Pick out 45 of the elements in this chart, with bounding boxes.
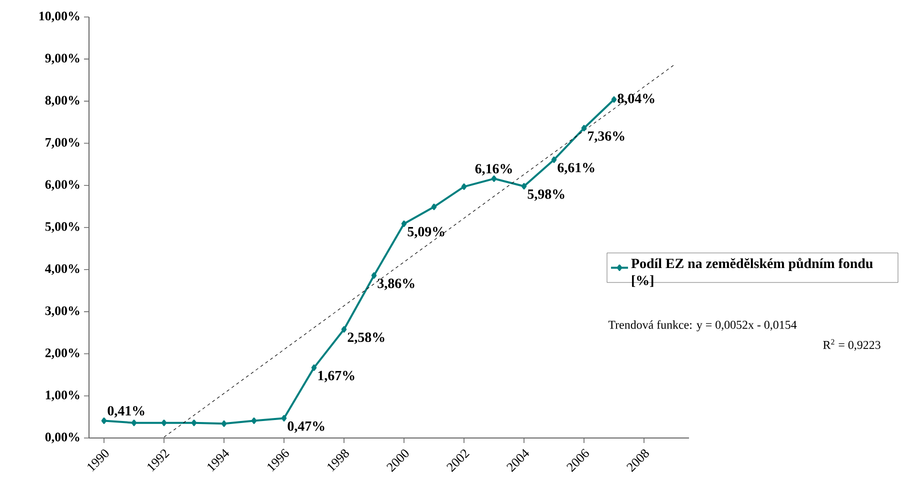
data-label: 6,16% (475, 164, 512, 176)
y-tick-label: 4,00% (45, 264, 80, 275)
y-tick-label: 8,00% (45, 96, 80, 106)
point (491, 175, 497, 182)
point (101, 418, 107, 424)
data-label: 0,41% (108, 406, 144, 418)
data-label: 8,04% (618, 94, 654, 106)
point (431, 204, 437, 210)
text: R$^{2}$ = 0,9223 (823, 339, 880, 351)
data-label: 5,09% (408, 226, 444, 238)
data-label: 5,98% (528, 189, 564, 201)
point (461, 183, 467, 190)
point (281, 415, 287, 422)
point (371, 272, 377, 279)
y-tick-label: 5,00% (45, 222, 80, 233)
data-label: 6,61% (558, 162, 594, 174)
y-tick-label: 7,00% (46, 138, 80, 149)
y-tick-label: 1,00% (46, 390, 80, 402)
y-tick-label: 3,00% (45, 306, 80, 317)
data-label: 3,86% (378, 278, 414, 290)
x-tick-label: 1990 (88, 450, 109, 472)
data-label: 0,47% (288, 421, 324, 433)
data-label: 7,36% (588, 131, 624, 143)
point (521, 183, 527, 190)
data-label: 1,67% (318, 370, 354, 382)
y-tick-label: 2,00% (45, 348, 80, 360)
point (191, 420, 197, 426)
point (611, 96, 617, 103)
point (581, 124, 587, 132)
x-tick-label: 1992 (148, 449, 170, 472)
y-tick-label: 0,00% (45, 432, 80, 444)
point (551, 156, 557, 163)
point (161, 420, 167, 426)
legend-label: Podíl EZ na zemědělském půdním fondu [%] (631, 258, 873, 287)
y-tick-label: 9,00% (45, 54, 80, 64)
point (311, 364, 317, 371)
point (131, 420, 137, 426)
y-tick-label: 10,00% (39, 12, 80, 22)
data-label: 2,58% (348, 332, 384, 344)
point (401, 220, 407, 227)
point (341, 326, 347, 333)
y-tick-label: 6,00% (45, 180, 80, 191)
point (221, 420, 227, 427)
point (251, 418, 257, 424)
annotation: Trendová funkce: y = 0,0052x - 0,0154 (608, 320, 797, 332)
